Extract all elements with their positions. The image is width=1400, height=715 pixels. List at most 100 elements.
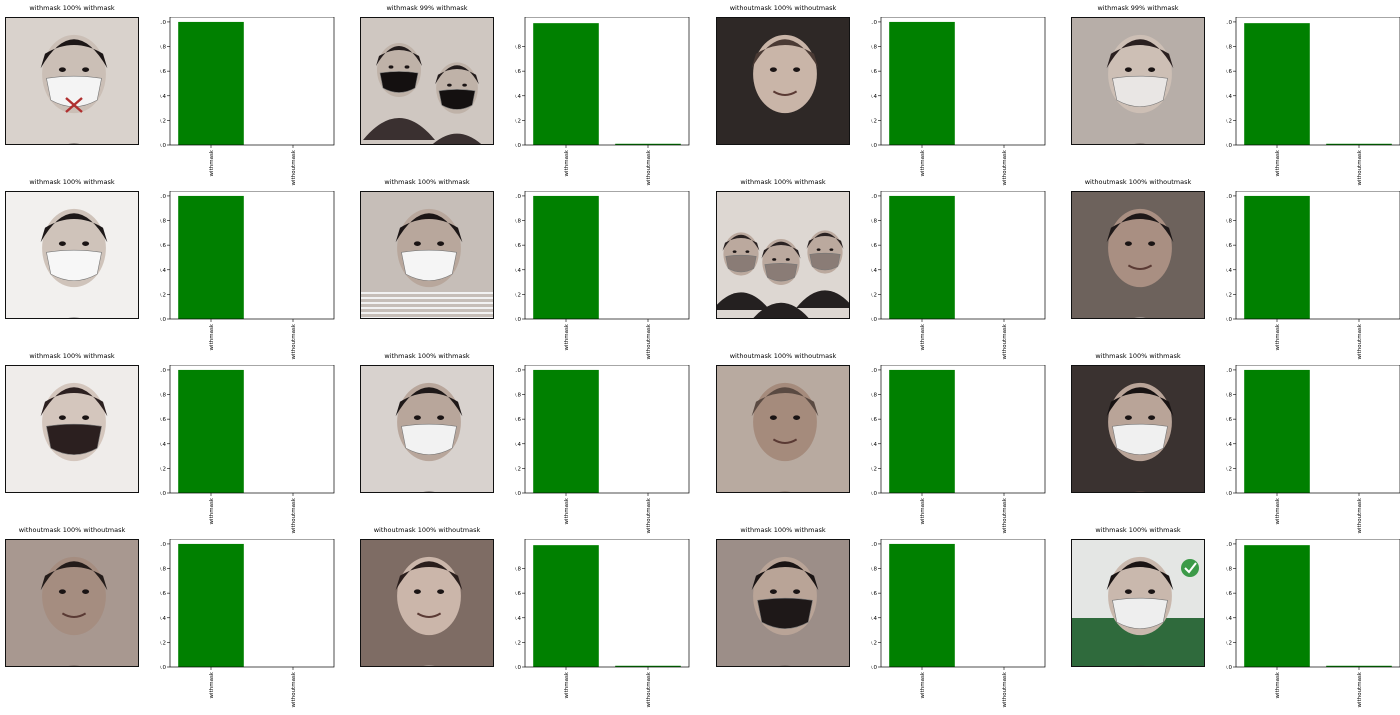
bar-withmask: [178, 21, 244, 145]
y-tick-label: 0.8: [160, 393, 166, 399]
person-body: [779, 665, 791, 666]
person-eye: [437, 241, 445, 246]
person-body: [1134, 665, 1146, 666]
sample-photo: [716, 191, 850, 319]
bar-withmask: [533, 23, 599, 145]
y-tick-label: 0.0: [160, 317, 166, 323]
probability-bar-chart: 0.0 0.2 0.4 0.6 0.8 1.0 withmask withoutmask: [512, 190, 715, 367]
x-tick-label: withoutmask: [291, 323, 297, 359]
bar-withmask: [533, 545, 599, 667]
image-title: withmask 99% withmask: [386, 4, 468, 12]
y-tick-label: 1.0: [871, 20, 877, 26]
bar-withmask: [1244, 545, 1310, 667]
person-eye: [447, 83, 452, 87]
y-tick-label: 0.6: [871, 243, 877, 249]
bar-withmask: [533, 195, 599, 319]
bar-withmask: [1244, 369, 1310, 493]
person-body: [423, 665, 435, 666]
y-tick-label: 0.8: [1226, 393, 1232, 399]
y-tick-label: 0.2: [1226, 292, 1232, 298]
sample-photo: [5, 365, 139, 493]
y-tick-label: 0.6: [1226, 591, 1232, 597]
checkmark-icon: [1184, 562, 1197, 574]
y-tick-label: 1.0: [1226, 20, 1232, 26]
person-eye: [1124, 415, 1132, 420]
person-body: [753, 302, 809, 318]
bar-withmask: [889, 195, 955, 319]
bar-chart-svg: 0.0 0.2 0.4 0.6 0.8 1.0 withmask withoutmask: [512, 364, 690, 533]
person-hair: [751, 561, 819, 591]
red-x-mark: [65, 97, 83, 113]
y-tick-label: 0.8: [515, 393, 521, 399]
image-title: withmask 100% withmask: [29, 178, 115, 186]
image-title: withmask 100% withmask: [1095, 352, 1181, 360]
y-tick-label: 1.0: [515, 368, 521, 374]
y-tick-label: 0.2: [871, 466, 877, 472]
face-mask: [764, 262, 798, 282]
axes-frame: [1235, 364, 1400, 494]
person-eye: [437, 589, 445, 594]
sample-photo: [1071, 365, 1205, 493]
y-tick-label: 0.4: [160, 94, 166, 100]
person-hair: [1106, 387, 1174, 417]
bar-chart-svg: 0.0 0.2 0.4 0.6 0.8 1.0 withmask withoutmask: [157, 190, 335, 359]
y-tick-label: 0.6: [1226, 69, 1232, 75]
person-eye: [58, 67, 66, 72]
face-mask: [1112, 75, 1168, 107]
axes-frame: [880, 538, 1046, 668]
sample-photo: [5, 191, 139, 319]
person-hair: [40, 213, 108, 243]
person-body: [796, 290, 849, 308]
bar-withmask: [533, 369, 599, 493]
bar-chart-svg: 0.0 0.2 0.4 0.6 0.8 withmask withoutmask: [512, 538, 690, 707]
y-tick-label: 0.2: [515, 292, 521, 298]
person-body: [779, 143, 791, 144]
probability-bar-chart: 0.0 0.2 0.4 0.6 0.8 1.0 withmask withoutmask: [1223, 190, 1400, 367]
person-body: [779, 491, 791, 492]
bar-withmask: [1244, 195, 1310, 319]
probability-bar-chart: 0.0 0.2 0.4 0.6 0.8 1.0 withmask withoutmask: [868, 364, 1071, 541]
face-mask: [757, 597, 813, 629]
person-eye: [413, 589, 421, 594]
person-eye: [793, 67, 801, 72]
image-title: withmask 100% withmask: [384, 178, 470, 186]
person-eye: [793, 415, 801, 420]
person-eye: [1148, 415, 1156, 420]
y-tick-label: 0.4: [515, 268, 521, 274]
bar-chart-svg: 0.0 0.2 0.4 0.6 0.8 1.0 withmask withoutmask: [1223, 190, 1400, 359]
person-eye: [82, 67, 90, 72]
image-title: withmask 100% withmask: [740, 178, 826, 186]
y-tick-label: 0.4: [515, 616, 521, 622]
person-hair: [40, 387, 108, 417]
y-tick-label: 0.2: [871, 640, 877, 646]
person-eye: [772, 258, 777, 261]
image-title: withmask 100% withmask: [29, 352, 115, 360]
sample-photo: [5, 539, 139, 667]
face-mask: [401, 249, 457, 281]
person-eye: [388, 65, 394, 69]
bar-chart-svg: 0.0 0.2 0.4 0.6 0.8 withmask withoutmask: [512, 16, 690, 185]
y-tick-label: 0.0: [1226, 317, 1232, 323]
axes-frame: [880, 190, 1046, 320]
y-tick-label: 0.8: [1226, 45, 1232, 51]
y-tick-label: 0.0: [515, 665, 521, 671]
y-tick-label: 0.8: [1226, 219, 1232, 225]
y-tick-label: 0.2: [1226, 466, 1232, 472]
sample-photo: [360, 17, 494, 145]
sample-photo: [1071, 539, 1205, 667]
shirt-stripe: [361, 297, 493, 299]
probability-bar-chart: 0.0 0.2 0.4 0.6 0.8 1.0 withmask withoutmask: [1223, 16, 1400, 193]
x-tick-label: withmask: [920, 497, 926, 524]
y-tick-label: 0.0: [515, 491, 521, 497]
person-hair: [806, 232, 844, 249]
probability-bar-chart: 0.0 0.2 0.4 0.6 0.8 1.0 withmask withoutmask: [1223, 538, 1400, 715]
axes-frame: [880, 364, 1046, 494]
person-body: [68, 317, 80, 318]
x-tick-label: withmask: [564, 323, 570, 350]
y-tick-label: 0.2: [160, 466, 166, 472]
bar-chart-svg: 0.0 0.2 0.4 0.6 0.8 1.0 withmask withoutmask: [1223, 16, 1400, 185]
person-eye: [413, 415, 421, 420]
x-tick-label: withoutmask: [646, 497, 652, 533]
person-hair: [40, 39, 108, 69]
